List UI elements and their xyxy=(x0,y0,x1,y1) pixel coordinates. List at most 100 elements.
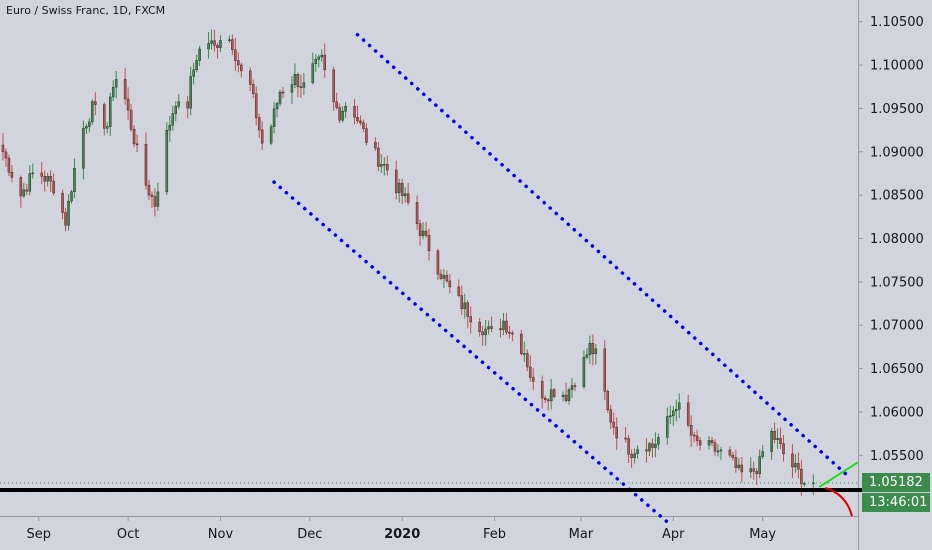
candle-body xyxy=(400,182,404,197)
candle-body xyxy=(129,109,133,130)
candle-body xyxy=(156,191,160,207)
x-tick-label: Feb xyxy=(483,527,506,542)
candle-body xyxy=(10,172,14,178)
candle-body xyxy=(415,202,419,224)
candle-body xyxy=(377,147,380,167)
candle-body xyxy=(633,453,636,458)
x-tick-label: Dec xyxy=(297,527,322,542)
candle-body xyxy=(28,173,32,192)
candle-body xyxy=(198,48,201,61)
y-tick-label: 1.07500 xyxy=(870,275,924,290)
candle-body xyxy=(588,342,592,356)
candle-body xyxy=(323,54,326,71)
candle-body xyxy=(22,189,26,197)
candle-body xyxy=(108,96,112,127)
candle-body xyxy=(228,39,231,41)
candle-body xyxy=(564,394,568,401)
candle-body xyxy=(383,164,386,166)
candle-body xyxy=(332,69,335,103)
candle-body xyxy=(606,391,609,410)
candle-body xyxy=(356,116,359,122)
y-tick-label: 1.06000 xyxy=(870,405,924,420)
candle-body xyxy=(552,389,556,397)
y-tick-label: 1.08500 xyxy=(870,189,924,204)
candle-body xyxy=(481,331,484,336)
candle-body xyxy=(737,464,741,468)
candle-body xyxy=(111,87,115,98)
candle-body xyxy=(505,320,508,333)
candle-body xyxy=(40,172,43,177)
candle-body xyxy=(1,144,5,153)
candle-body xyxy=(171,113,175,126)
candle-body xyxy=(463,302,466,310)
candle-body xyxy=(231,39,234,50)
candle-body xyxy=(335,101,338,108)
candle-body xyxy=(302,82,306,88)
candle-body xyxy=(546,399,550,402)
candle-body xyxy=(4,151,8,159)
candle-body xyxy=(678,402,681,410)
candle-body xyxy=(421,230,425,236)
candle-body xyxy=(49,176,52,182)
candle-body xyxy=(692,434,696,437)
x-tick-label: Sep xyxy=(26,527,51,542)
candle-body xyxy=(612,421,615,428)
candle-body xyxy=(386,164,389,171)
candle-body xyxy=(219,40,222,48)
candle-body xyxy=(213,40,216,46)
candle-body xyxy=(776,438,779,440)
candle-body xyxy=(52,180,55,194)
candle-body xyxy=(749,468,752,473)
candle-body xyxy=(645,449,648,452)
candle-body xyxy=(445,275,449,282)
candle-body xyxy=(478,321,481,332)
candle-body xyxy=(278,91,282,104)
candle-body xyxy=(362,122,365,129)
candle-body xyxy=(260,129,264,144)
candle-body xyxy=(448,280,452,288)
candle-body xyxy=(317,56,321,60)
candle-body xyxy=(7,157,11,173)
candle-body xyxy=(591,342,595,354)
y-tick-label: 1.07000 xyxy=(870,319,924,334)
candle-body xyxy=(94,101,97,105)
x-tick-label: Apr xyxy=(662,527,685,542)
candle-body xyxy=(272,108,276,127)
candle-body xyxy=(374,142,377,149)
candle-body xyxy=(296,74,300,87)
candle-body xyxy=(797,463,800,470)
candle-body xyxy=(686,402,690,426)
candle-body xyxy=(728,449,732,456)
candle-body xyxy=(657,437,660,445)
candle-body xyxy=(103,104,106,129)
candle-body xyxy=(439,273,443,279)
candle-body xyxy=(25,189,29,192)
candle-body xyxy=(487,326,490,330)
candle-body xyxy=(290,84,294,93)
candle-body xyxy=(689,425,693,436)
candle-body xyxy=(64,212,67,226)
candle-body xyxy=(240,64,243,72)
candle-body xyxy=(249,70,252,85)
y-tick-label: 1.10000 xyxy=(870,59,924,74)
candle-body xyxy=(19,177,23,197)
candle-body xyxy=(594,348,598,354)
candles-group xyxy=(1,29,815,496)
price-axis-area xyxy=(858,0,932,550)
candle-body xyxy=(210,40,213,44)
x-tick-label: Oct xyxy=(117,527,139,542)
candle-body xyxy=(761,451,764,457)
candle-body xyxy=(269,126,273,144)
candle-body xyxy=(672,410,675,417)
candle-body xyxy=(755,471,758,475)
candle-body xyxy=(132,128,136,145)
candle-body xyxy=(651,443,654,448)
candle-body xyxy=(153,196,157,207)
candle-body xyxy=(144,143,148,186)
candle-body xyxy=(320,54,323,58)
candle-body xyxy=(46,176,49,182)
candle-body xyxy=(529,366,532,378)
candle-body xyxy=(192,69,195,77)
